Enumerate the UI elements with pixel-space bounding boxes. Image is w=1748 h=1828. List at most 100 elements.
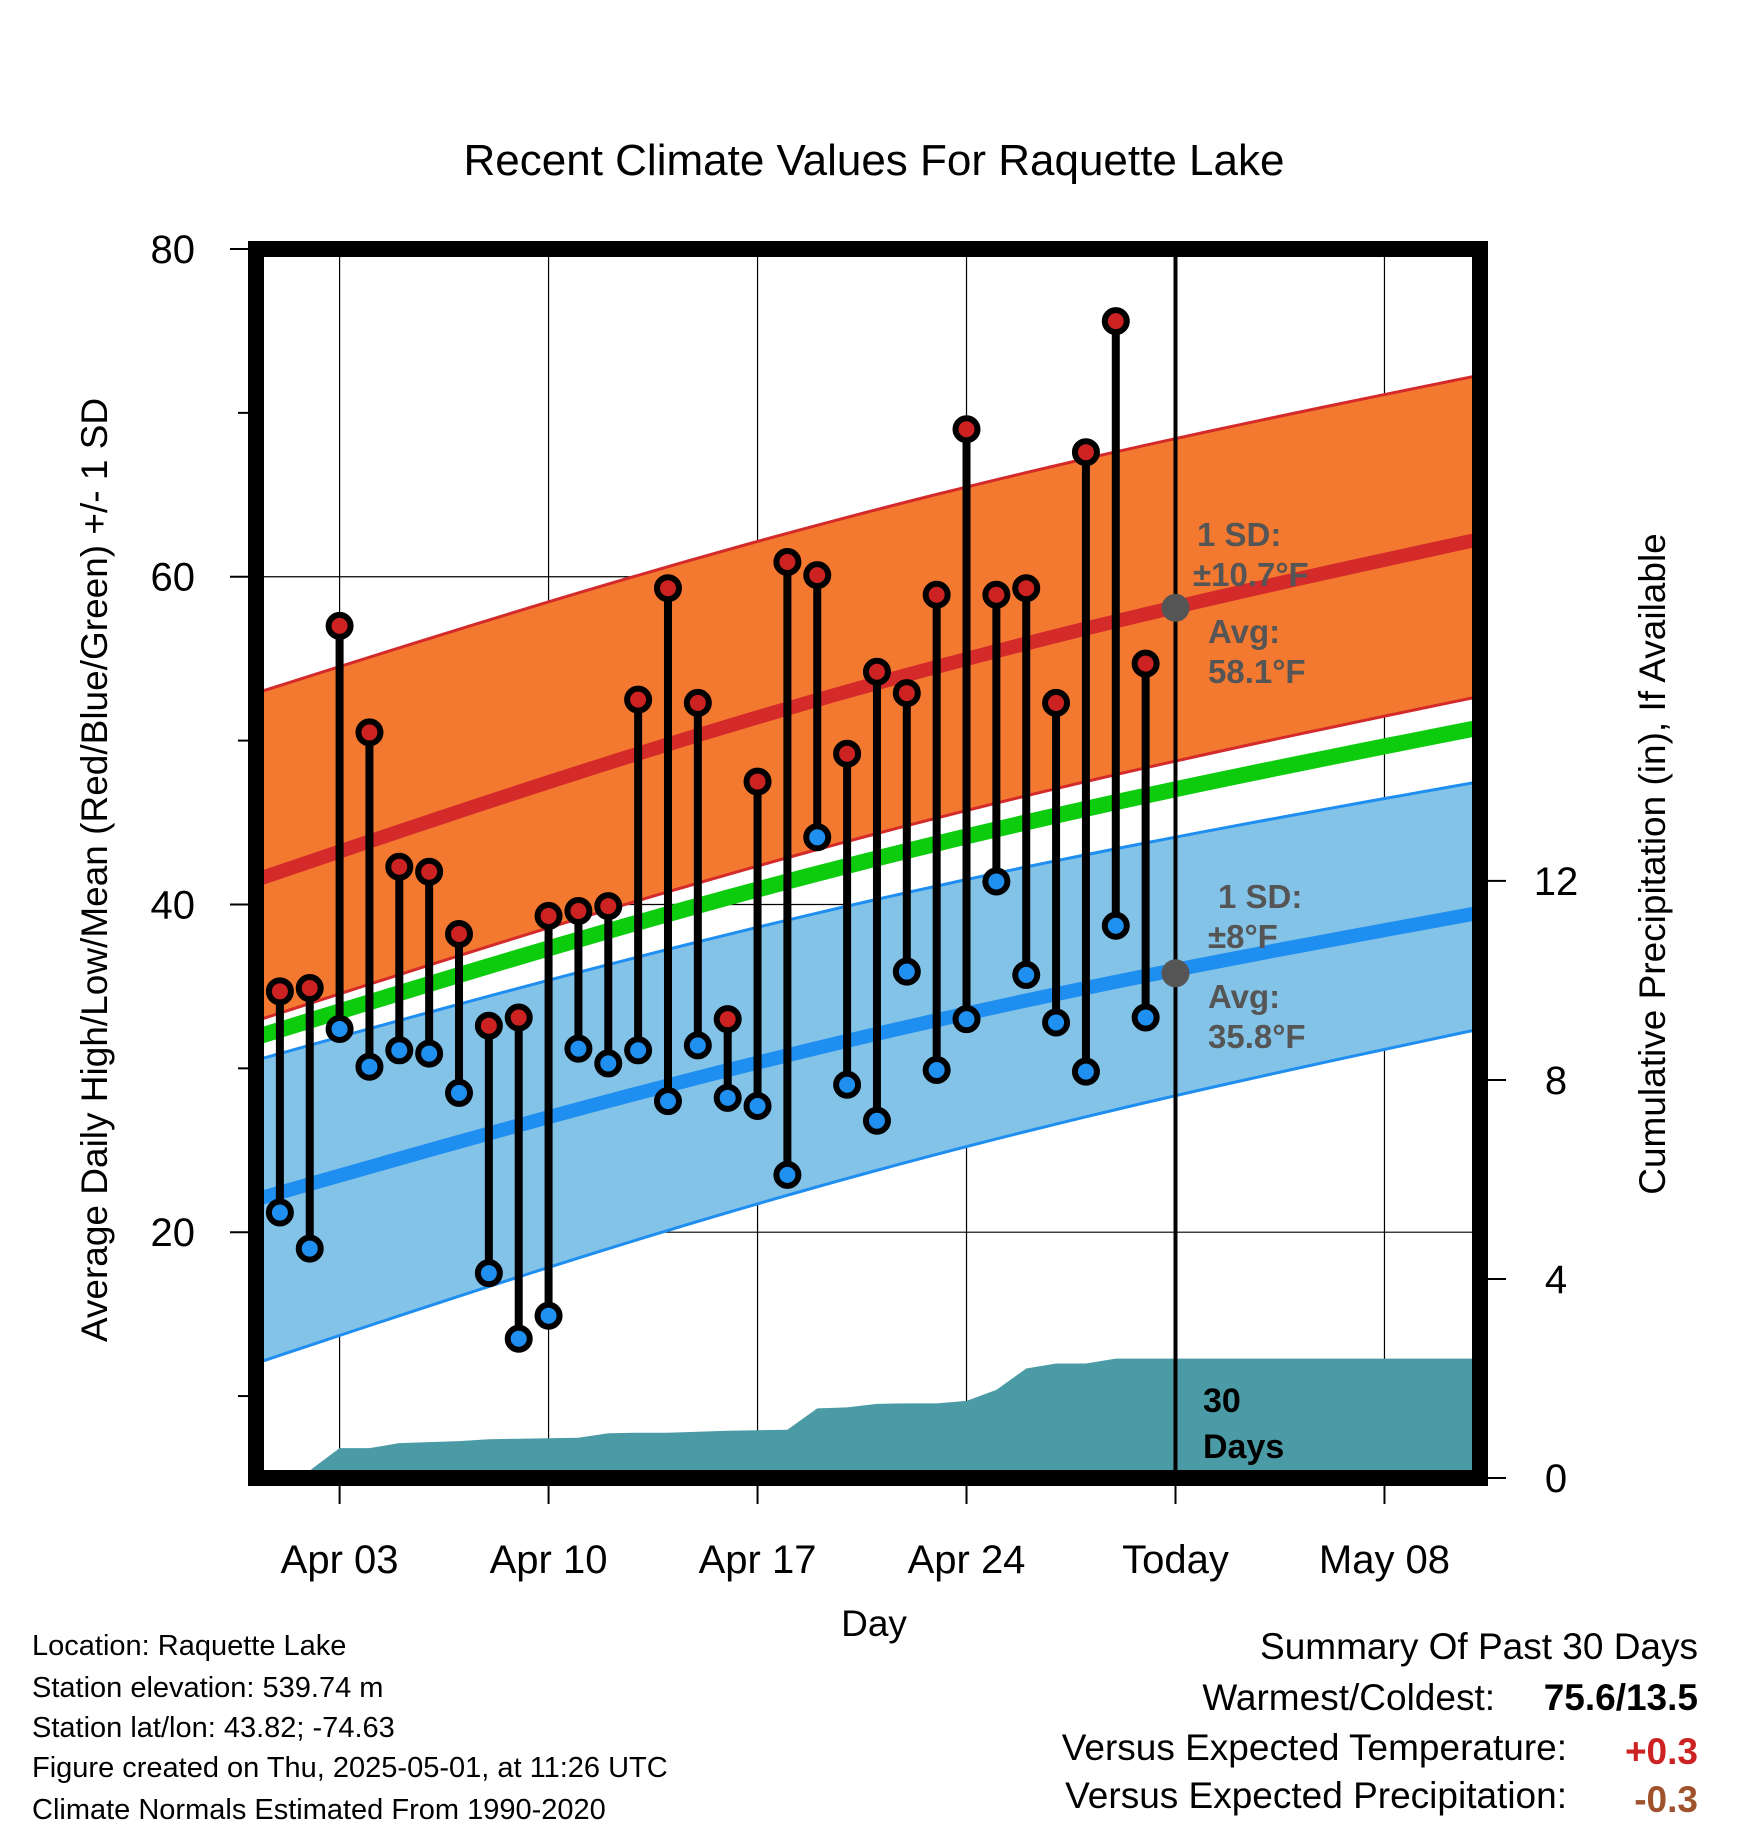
high-avg-label: Avg: xyxy=(1208,613,1280,650)
chart-title: Recent Climate Values For Raquette Lake xyxy=(464,136,1285,185)
high-avg-value: 58.1°F xyxy=(1208,653,1306,690)
low-marker xyxy=(1131,1003,1160,1032)
low-avg-label: Avg: xyxy=(1208,978,1280,1015)
low-marker xyxy=(1042,1008,1071,1037)
low-marker xyxy=(534,1301,563,1330)
precip-vs-expected-value: -0.3 xyxy=(1634,1779,1698,1820)
station-latlon: Station lat/lon: 43.82; -74.63 xyxy=(32,1712,395,1744)
y-left-tick-label: 80 xyxy=(151,228,196,272)
low-marker xyxy=(594,1049,623,1078)
window-days-label: Days xyxy=(1203,1428,1284,1466)
high-marker xyxy=(385,852,414,881)
low-marker xyxy=(624,1036,653,1065)
high-mean-line xyxy=(253,532,1482,887)
high-marker xyxy=(564,897,593,926)
normal-avg-marker xyxy=(1161,959,1190,988)
y-right-tick-label: 8 xyxy=(1545,1059,1567,1103)
high-marker xyxy=(833,739,862,768)
high-marker xyxy=(982,580,1011,609)
low-marker xyxy=(743,1092,772,1121)
low-marker xyxy=(504,1324,533,1353)
low-marker xyxy=(355,1052,384,1081)
high-sd-value: ±10.7°F xyxy=(1193,556,1309,593)
high-marker xyxy=(504,1003,533,1032)
high-marker xyxy=(295,974,324,1003)
high-marker xyxy=(265,977,294,1006)
low-sd-label: 1 SD: xyxy=(1218,878,1302,915)
low-marker xyxy=(564,1034,593,1063)
low-marker xyxy=(653,1087,682,1116)
y-right-tick-label: 4 xyxy=(1545,1258,1567,1302)
high-marker xyxy=(325,611,354,640)
x-tick-label: Apr 17 xyxy=(699,1538,817,1582)
y-left-tick-label: 20 xyxy=(151,1211,196,1255)
high-marker xyxy=(415,857,444,886)
high-marker xyxy=(474,1011,503,1040)
x-tick-label: Apr 03 xyxy=(281,1538,399,1582)
high-marker xyxy=(892,679,921,708)
low-marker xyxy=(385,1036,414,1065)
axis-ticks: 20 40 60 80 0 4 8 12 Apr 03 Apr 10 Apr 17 Apr 24 Tod… xyxy=(151,228,1579,1582)
low-marker xyxy=(803,823,832,852)
high-marker xyxy=(803,561,832,590)
temp-vs-expected-value: +0.3 xyxy=(1625,1731,1698,1772)
x-tick-label: Apr 24 xyxy=(908,1538,1026,1582)
x-axis-title: Day xyxy=(841,1603,907,1644)
high-marker xyxy=(713,1005,742,1034)
y-right-tick-label: 0 xyxy=(1545,1457,1567,1501)
y-left-tick-label: 40 xyxy=(151,883,196,927)
high-marker xyxy=(862,657,891,686)
x-tick-label: Apr 10 xyxy=(490,1538,608,1582)
y-axis-title-right: Cumulative Precipitation (in), If Availa… xyxy=(1632,533,1673,1195)
low-marker xyxy=(295,1234,324,1263)
high-marker xyxy=(653,574,682,603)
summary-heading: Summary Of Past 30 Days xyxy=(1260,1626,1698,1667)
daily-range-stems xyxy=(275,317,1150,1343)
high-marker xyxy=(445,919,474,948)
temp-vs-expected-label: Versus Expected Temperature: xyxy=(1062,1727,1567,1768)
high-marker xyxy=(773,547,802,576)
high-marker xyxy=(355,718,384,747)
y-right-tick-label: 12 xyxy=(1534,860,1579,904)
warm-cold-label: Warmest/Coldest: xyxy=(1202,1677,1495,1718)
station-elevation: Station elevation: 539.74 m xyxy=(32,1672,383,1704)
daily-markers xyxy=(265,307,1190,1353)
x-tick-label: May 08 xyxy=(1319,1538,1450,1582)
plot-border xyxy=(248,241,1488,1486)
low-marker xyxy=(862,1106,891,1135)
high-upper-bound xyxy=(255,373,1481,695)
low-lower-bound xyxy=(255,1027,1481,1365)
low-mean-line xyxy=(254,905,1482,1207)
low-marker xyxy=(474,1259,503,1288)
low-marker xyxy=(922,1055,951,1084)
high-marker xyxy=(1042,688,1071,717)
normal-avg-marker xyxy=(1161,593,1190,622)
high-marker xyxy=(922,580,951,609)
low-marker xyxy=(982,867,1011,896)
low-marker xyxy=(445,1078,474,1107)
low-avg-value: 35.8°F xyxy=(1208,1018,1306,1055)
low-marker xyxy=(325,1015,354,1044)
high-marker xyxy=(1012,574,1041,603)
high-marker xyxy=(624,685,653,714)
high-marker xyxy=(952,415,981,444)
low-marker xyxy=(892,957,921,986)
low-marker xyxy=(952,1005,981,1034)
x-tick-label: Today xyxy=(1122,1538,1229,1582)
y-left-tick-label: 60 xyxy=(151,556,196,600)
low-marker xyxy=(1012,960,1041,989)
high-marker xyxy=(1101,307,1130,336)
low-marker xyxy=(833,1070,862,1099)
low-marker xyxy=(773,1160,802,1189)
window-days-number: 30 xyxy=(1203,1382,1241,1420)
low-marker xyxy=(1101,911,1130,940)
precip-vs-expected-label: Versus Expected Precipitation: xyxy=(1065,1775,1567,1816)
figure-created: Figure created on Thu, 2025-05-01, at 11… xyxy=(32,1752,668,1784)
warm-cold-value: 75.6/13.5 xyxy=(1544,1677,1698,1718)
high-marker xyxy=(1071,438,1100,467)
station-location: Location: Raquette Lake xyxy=(32,1630,346,1662)
normals-period: Climate Normals Estimated From 1990-2020 xyxy=(32,1794,606,1826)
plot-frame xyxy=(248,241,1488,1486)
high-sd-label: 1 SD: xyxy=(1197,516,1281,553)
